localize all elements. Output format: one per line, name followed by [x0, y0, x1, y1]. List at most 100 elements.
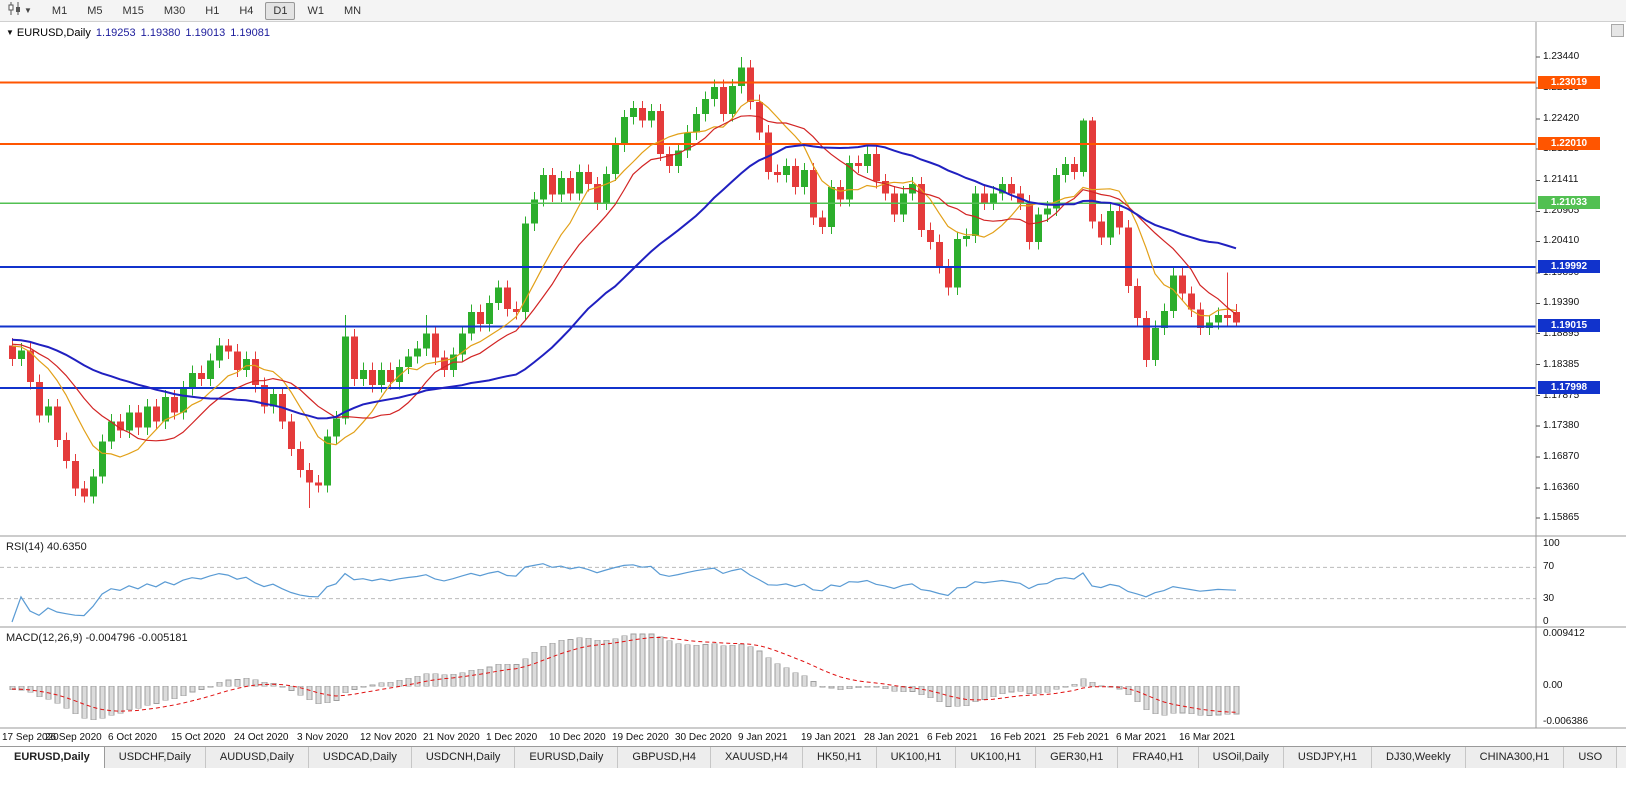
date-label: 6 Mar 2021 [1116, 732, 1167, 743]
date-label: 19 Dec 2020 [612, 732, 669, 743]
tab-0-eurusd-daily[interactable]: EURUSD,Daily [0, 747, 105, 768]
timeframe-button-m15[interactable]: M15 [122, 4, 144, 17]
chart-type-button[interactable]: ▼ [4, 1, 36, 21]
rsi-line [11, 563, 1237, 623]
price-line-badge: 1.22010 [1538, 137, 1600, 151]
ohlc-low: 1.19013 [185, 27, 226, 39]
price-tick-label: 1.20410 [1543, 235, 1580, 247]
collapse-triangle-icon[interactable]: ▼ [6, 28, 14, 37]
price-chart[interactable] [0, 22, 1626, 746]
chevron-down-icon: ▼ [24, 6, 32, 15]
date-label: 16 Mar 2021 [1179, 732, 1236, 743]
tab-14-usdjpy-h1[interactable]: USDJPY,H1 [1283, 747, 1373, 768]
timeframe-button-m1[interactable]: M1 [51, 4, 68, 17]
tab-13-usoil-daily[interactable]: USOil,Daily [1198, 747, 1284, 768]
date-label: 10 Dec 2020 [549, 732, 606, 743]
panel-frame [0, 22, 1626, 729]
price-tick-label: 1.16870 [1543, 450, 1580, 462]
price-line-badge: 1.19015 [1538, 319, 1600, 333]
candlestick-chart-icon [8, 1, 22, 20]
date-label: 30 Dec 2020 [675, 732, 732, 743]
tab-12-fra40-h1[interactable]: FRA40,H1 [1118, 747, 1199, 768]
price-line-badge: 1.23019 [1538, 75, 1600, 89]
tab-1-usdchf-daily[interactable]: USDCHF,Daily [104, 747, 206, 768]
chart-title: ▼ EURUSD,Daily 1.19253 1.19380 1.19013 1.1908… [6, 27, 270, 39]
price-tick-label: 1.20905 [1543, 205, 1580, 217]
chart-symbol: EURUSD,Daily [16, 27, 91, 39]
price-line-badge: 1.17998 [1538, 381, 1600, 395]
macd-signal-line [11, 636, 1237, 713]
rsi-panel [0, 566, 1536, 600]
tab-17-uso[interactable]: USO [1564, 747, 1618, 768]
tab-9-uk100-h1[interactable]: UK100,H1 [876, 747, 957, 768]
macd-label: MACD(12,26,9) -0.004796 -0.005181 [6, 632, 188, 644]
timeframe-button-h4[interactable]: H4 [239, 4, 254, 17]
chart-corner-button[interactable] [1611, 24, 1624, 37]
macd-tick-label: 0.00 [1543, 680, 1563, 692]
price-tick-label: 1.21411 [1543, 174, 1579, 186]
date-label: 6 Feb 2021 [927, 732, 978, 743]
rsi-tick-label: 0 [1543, 616, 1549, 627]
candles-group [9, 57, 1240, 508]
tab-11-ger30-h1[interactable]: GER30,H1 [1036, 747, 1119, 768]
horizontal-lines [0, 81, 1536, 390]
tab-10-uk100-h1[interactable]: UK100,H1 [956, 747, 1037, 768]
tab-6-gbpusd-h4[interactable]: GBPUSD,H4 [618, 747, 711, 768]
tab-3-usdcad-daily[interactable]: USDCAD,Daily [308, 747, 412, 768]
date-label: 15 Oct 2020 [171, 732, 226, 743]
tab-2-audusd-daily[interactable]: AUDUSD,Daily [205, 747, 309, 768]
price-tick-label: 1.16360 [1543, 481, 1580, 493]
ohlc-close: 1.19081 [230, 27, 270, 39]
status-strip [0, 768, 1626, 794]
price-line-badge: 1.21033 [1538, 196, 1600, 210]
macd-histogram [9, 633, 1240, 721]
chart-window[interactable]: ▼ EURUSD,Daily 1.19253 1.19380 1.19013 1.1908… [0, 22, 1626, 746]
price-line-badge: 1.19992 [1538, 259, 1600, 273]
timeframe-button-w1[interactable]: W1 [307, 4, 324, 17]
date-label: 1 Dec 2020 [486, 732, 538, 743]
rsi-tick-label: 30 [1543, 592, 1555, 604]
price-tick-label: 1.17380 [1543, 419, 1580, 431]
price-tick-label: 1.22420 [1543, 113, 1580, 125]
date-label: 9 Jan 2021 [738, 732, 788, 743]
ohlc-high: 1.19380 [140, 27, 181, 39]
date-label: 19 Jan 2021 [801, 732, 857, 743]
macd-tick-label: 0.009412 [1543, 628, 1585, 639]
timeframe-buttons: M1 M5 M15 M30 H1 H4 D1 W1 MN [44, 1, 369, 20]
timeframe-button-mn[interactable]: MN [343, 4, 362, 17]
tab-7-xauusd-h4[interactable]: XAUUSD,H4 [710, 747, 803, 768]
price-tick-label: 1.18895 [1543, 327, 1580, 339]
tab-4-usdcnh-daily[interactable]: USDCNH,Daily [411, 747, 516, 768]
price-tick-label: 1.18385 [1543, 358, 1580, 370]
ohlc-open: 1.19253 [95, 27, 136, 39]
price-tick-label: 1.19390 [1543, 297, 1580, 309]
date-label: 16 Feb 2021 [990, 732, 1047, 743]
toolbar: ▼ M1 M5 M15 M30 H1 H4 D1 W1 MN [0, 0, 1626, 22]
tab-16-china300-h1[interactable]: CHINA300,H1 [1465, 747, 1565, 768]
date-label: 17 Sep 2020 [2, 732, 59, 743]
date-label: 3 Nov 2020 [297, 732, 349, 743]
timeframe-button-h1[interactable]: H1 [205, 4, 220, 17]
timeframe-button-m30[interactable]: M30 [163, 4, 186, 17]
date-label: 28 Jan 2021 [864, 732, 920, 743]
chart-tabs: EURUSD,Daily USDCHF,Daily AUDUSD,Daily USDC… [0, 746, 1626, 768]
rsi-label: RSI(14) 40.6350 [6, 541, 87, 553]
date-label: 6 Oct 2020 [108, 732, 157, 743]
date-label: 21 Nov 2020 [423, 732, 480, 743]
tab-8-hk50-h1[interactable]: HK50,H1 [802, 747, 877, 768]
price-axis[interactable]: 1.234401.229301.224201.219251.214111.209… [1538, 22, 1626, 746]
timeframe-button-m5[interactable]: M5 [87, 4, 103, 17]
date-label: 26 Sep 2020 [45, 732, 102, 743]
macd-tick-label: -0.006386 [1543, 716, 1589, 727]
moving-average-lines [11, 99, 1237, 458]
date-label: 25 Feb 2021 [1053, 732, 1110, 743]
price-tick-label: 1.17875 [1543, 389, 1580, 401]
date-label: 12 Nov 2020 [360, 732, 417, 743]
timeframe-button-d1[interactable]: D1 [265, 1, 296, 20]
price-tick-label: 1.23440 [1543, 51, 1580, 62]
date-axis[interactable]: 17 Sep 2020 26 Sep 2020 6 Oct 2020 15 Oct 2… [0, 728, 1536, 746]
tab-15-dj30-weekly[interactable]: DJ30,Weekly [1372, 747, 1466, 768]
date-label: 24 Oct 2020 [234, 732, 289, 743]
tab-5-eurusd-daily[interactable]: EURUSD,Daily [515, 747, 619, 768]
